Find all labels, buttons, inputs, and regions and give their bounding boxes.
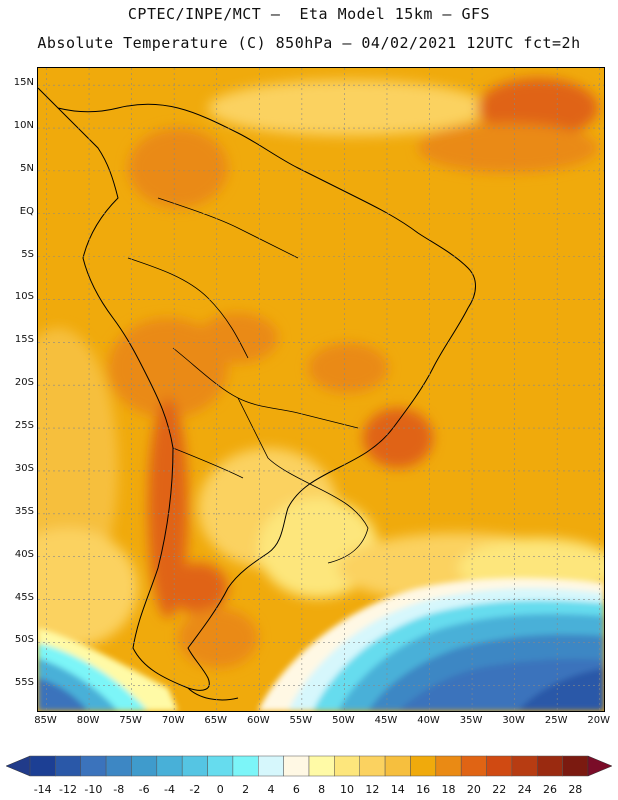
lon-tick-label: 25W (544, 715, 568, 726)
colorbar-swatch (562, 755, 589, 777)
colorbar-swatch (105, 755, 132, 777)
colorbar-tick-label: 16 (416, 783, 431, 796)
colorbar-tick-label: 14 (390, 783, 405, 796)
lat-tick-label: EQ (19, 205, 34, 217)
colorbar-swatch (308, 755, 335, 777)
lon-tick-label: 60W (246, 715, 270, 726)
lat-tick-label: 50S (14, 634, 34, 646)
colorbar-swatch (131, 755, 158, 777)
lon-tick-label: 40W (417, 715, 440, 726)
lat-tick-label: 45S (14, 591, 34, 603)
country-borders (127, 197, 369, 564)
colorbar-swatch (156, 755, 183, 777)
lon-tick-label: 30W (502, 715, 525, 726)
colorbar-max-arrow (587, 755, 613, 777)
colorbar-tick-label: 8 (318, 783, 326, 796)
field-cold-zones (38, 578, 604, 711)
colorbar-tick-label: 24 (517, 783, 532, 796)
colorbar-swatch (29, 755, 56, 777)
lat-tick-label: 15S (14, 334, 34, 346)
colorbar-tick-label: -12 (59, 783, 78, 796)
lat-tick-label: 5S (21, 248, 34, 260)
colorbar-swatch (511, 755, 538, 777)
colorbar-tick-label: 20 (466, 783, 481, 796)
lon-tick-label: 85W (34, 715, 57, 726)
colorbar-swatch (207, 755, 234, 777)
colorbar-tick-label: -6 (138, 783, 150, 796)
colorbar-tick-label: 6 (292, 783, 300, 796)
lat-tick-label: 25S (14, 420, 34, 432)
title-line-2: Absolute Temperature (C) 850hPa — 04/02/… (37, 34, 581, 52)
colorbar-tick-label: -4 (164, 783, 175, 796)
colorbar-tick-label: -14 (33, 783, 52, 796)
colorbar-swatch (283, 755, 310, 777)
colorbar-tick-label: -10 (84, 783, 103, 796)
colorbar-tick-label: -8 (113, 783, 125, 796)
lon-tick-label: 55W (289, 715, 313, 726)
lon-tick-label: 45W (374, 715, 398, 726)
colorbar-tick-label: 10 (340, 783, 355, 796)
colorbar-swatch (435, 755, 462, 777)
colorbar-tick-label: 0 (216, 783, 224, 796)
lat-tick-label: 20S (14, 377, 34, 389)
lon-tick-label: 20W (587, 715, 611, 726)
lat-tick-label: 10N (13, 120, 34, 131)
colorbar-tick-label: 12 (365, 783, 380, 796)
lon-tick-label: 80W (76, 715, 100, 726)
lat-tick-label: 10S (14, 291, 34, 303)
coastlines (38, 87, 476, 701)
colorbar-swatch (537, 755, 563, 777)
colorbar-tick-label: 28 (568, 783, 583, 796)
graticule (38, 68, 604, 711)
colorbar-swatch (486, 755, 513, 777)
lon-tick-label: 50W (332, 715, 355, 726)
colorbar-tick-label: 4 (267, 783, 275, 796)
colorbar-tick-label: 2 (242, 783, 250, 796)
colorbar-swatch (460, 755, 487, 777)
colorbar-swatch (258, 755, 284, 777)
colorbar-swatch (181, 755, 208, 777)
lon-tick-label: 35W (459, 715, 483, 726)
lon-tick-label: 75W (119, 715, 142, 726)
colorbar-swatch (334, 755, 360, 777)
map-canvas (38, 68, 604, 711)
colorbar-swatch (359, 755, 386, 777)
colorbar-min-arrow (5, 755, 31, 777)
colorbar-tick-label: 26 (542, 783, 557, 796)
lat-tick-label: 15N (13, 77, 34, 89)
colorbar-tick-label: -2 (189, 783, 201, 796)
colorbar-swatch (80, 755, 107, 777)
colorbar-tick-label: 22 (492, 783, 507, 796)
lat-tick-label: 30S (14, 462, 34, 474)
colorbar-swatch (55, 755, 81, 777)
lon-tick-label: 65W (204, 715, 228, 726)
colorbar (5, 755, 613, 777)
title-line-1: CPTEC/INPE/MCT — Eta Model 15km — GFS (127, 5, 491, 23)
colorbar-tick-label: 18 (441, 783, 456, 796)
colorbar-swatch (384, 755, 411, 777)
colorbar-swatch (410, 755, 437, 777)
lon-tick-label: 70W (161, 715, 185, 726)
lat-tick-label: 35S (14, 505, 34, 517)
temperature-map (37, 67, 605, 712)
colorbar-swatch (232, 755, 259, 777)
lat-tick-label: 5N (20, 162, 34, 174)
lat-tick-label: 40S (14, 548, 34, 560)
lat-tick-label: 55S (14, 677, 34, 689)
